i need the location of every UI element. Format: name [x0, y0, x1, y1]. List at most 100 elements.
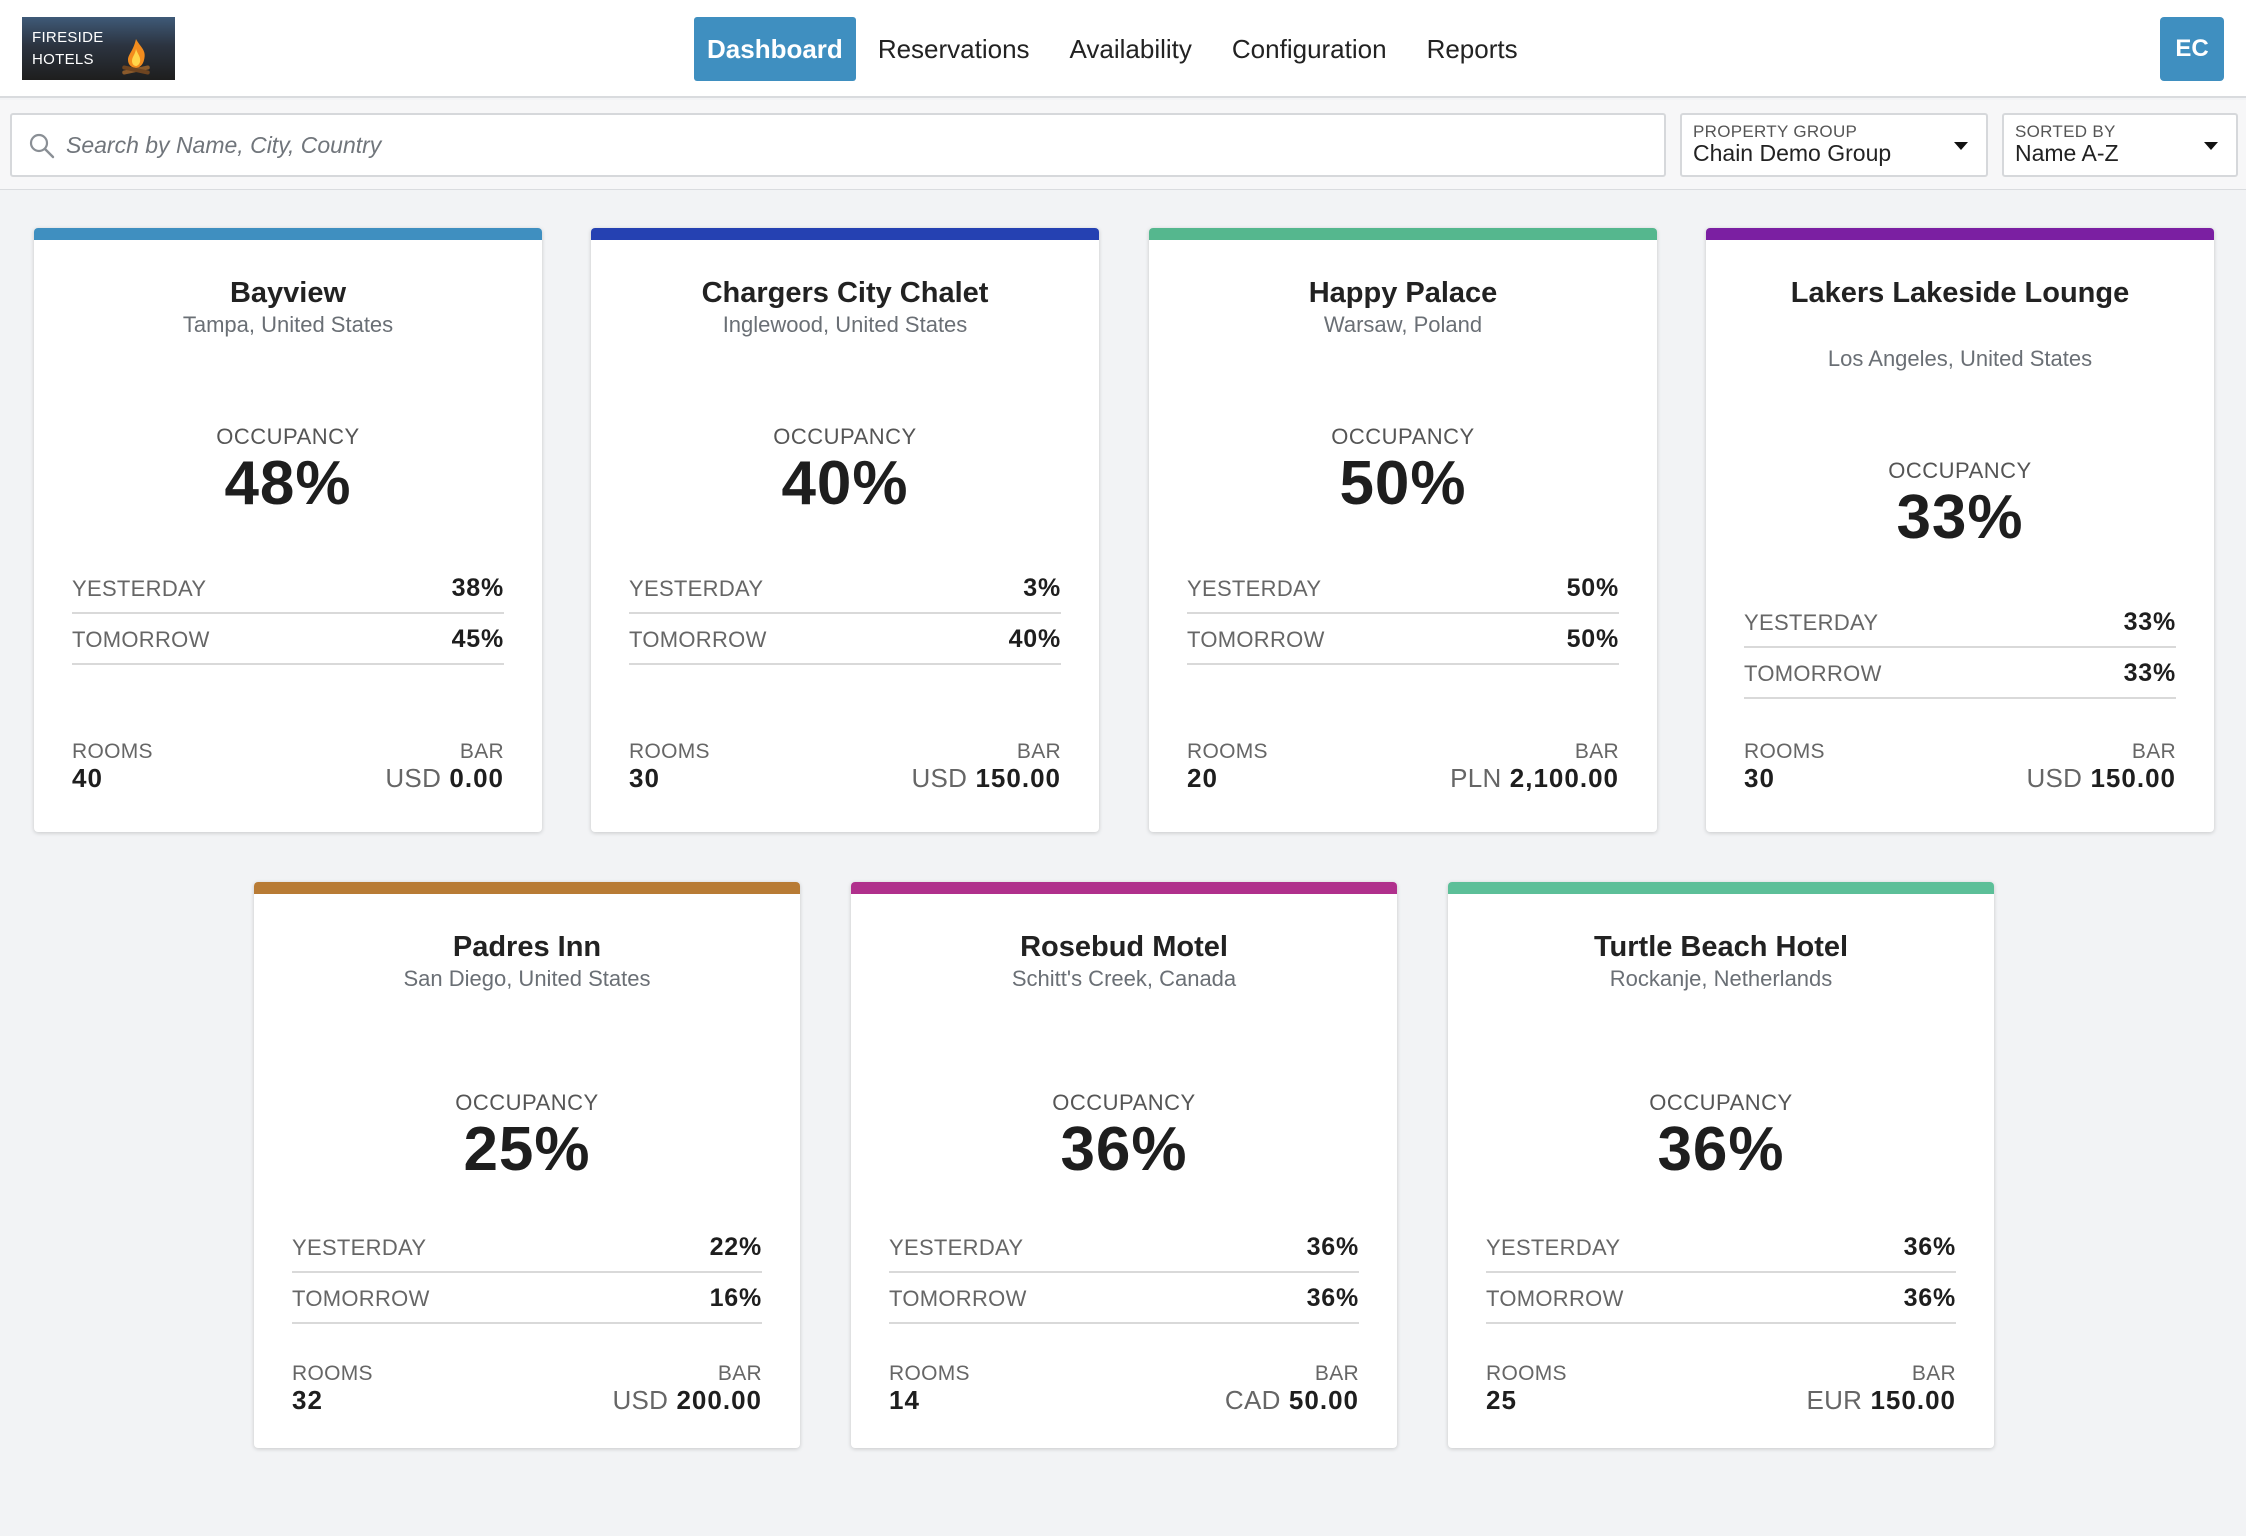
- yesterday-label: YESTERDAY: [629, 576, 764, 601]
- user-avatar[interactable]: EC: [2160, 17, 2224, 81]
- bar-rate-block: BAR PLN 2,100.00: [1450, 740, 1619, 792]
- tomorrow-label: TOMORROW: [1187, 627, 1325, 652]
- rooms-value: 32: [292, 1385, 323, 1415]
- rooms-block: ROOMS 30: [629, 740, 710, 792]
- hotel-name[interactable]: Lakers Lakeside Lounge: [1790, 277, 2130, 309]
- tomorrow-label: TOMORROW: [292, 1286, 430, 1311]
- hotel-card[interactable]: Padres Inn San Diego, United States OCCU…: [254, 882, 800, 1448]
- yesterday-row: YESTERDAY 36%: [889, 1222, 1359, 1273]
- tomorrow-value: 50%: [1566, 625, 1619, 653]
- yesterday-label: YESTERDAY: [1486, 1235, 1621, 1260]
- bar-amount: 2,100.00: [1509, 763, 1619, 793]
- rooms-block: ROOMS 30: [1744, 740, 1825, 792]
- rooms-label: ROOMS: [629, 740, 710, 763]
- tomorrow-row: TOMORROW 45%: [72, 614, 504, 665]
- rooms-block: ROOMS 40: [72, 740, 153, 792]
- hotel-location: Inglewood, United States: [722, 312, 968, 337]
- occupancy-label: OCCUPANCY: [216, 424, 360, 449]
- nav-reservations[interactable]: Reservations: [877, 34, 1030, 64]
- property-group-select[interactable]: PROPERTY GROUP Chain Demo Group: [1680, 113, 1988, 177]
- bar-label: BAR: [1016, 740, 1061, 763]
- rooms-value: 25: [1486, 1385, 1517, 1415]
- bar-amount: 0.00: [449, 763, 504, 793]
- yesterday-value: 22%: [709, 1233, 762, 1261]
- yesterday-value: 36%: [1903, 1233, 1956, 1261]
- yesterday-row: YESTERDAY 22%: [292, 1222, 762, 1273]
- nav-dashboard[interactable]: Dashboard: [694, 17, 856, 81]
- rooms-value: 40: [72, 763, 103, 793]
- rooms-label: ROOMS: [1744, 740, 1825, 763]
- chevron-down-icon: [2204, 142, 2218, 150]
- tomorrow-row: TOMORROW 40%: [629, 614, 1061, 665]
- hotel-name[interactable]: Chargers City Chalet: [701, 277, 989, 309]
- hotel-name[interactable]: Bayview: [229, 277, 347, 309]
- yesterday-label: YESTERDAY: [889, 1235, 1024, 1260]
- occupancy-value: 33%: [1896, 483, 2024, 552]
- tomorrow-row: TOMORROW 36%: [1486, 1273, 1956, 1324]
- yesterday-value: 50%: [1566, 574, 1619, 602]
- tomorrow-label: TOMORROW: [629, 627, 767, 652]
- fireside-hotels-logo[interactable]: FIRESIDE HOTELS: [22, 17, 175, 80]
- hotel-card[interactable]: Bayview Tampa, United States OCCUPANCY 4…: [34, 228, 542, 832]
- bar-rate-block: BAR USD 200.00: [612, 1362, 762, 1414]
- bar-rate-block: BAR USD 0.00: [385, 740, 504, 792]
- nav-availability[interactable]: Availability: [1069, 34, 1192, 64]
- yesterday-row: YESTERDAY 36%: [1486, 1222, 1956, 1273]
- search-box[interactable]: [10, 113, 1666, 177]
- tomorrow-label: TOMORROW: [72, 627, 210, 652]
- yesterday-label: YESTERDAY: [292, 1235, 427, 1260]
- tomorrow-value: 16%: [709, 1284, 762, 1312]
- hotel-card[interactable]: Chargers City Chalet Inglewood, United S…: [591, 228, 1099, 832]
- yesterday-label: YESTERDAY: [1744, 610, 1879, 635]
- bar-label: BAR: [2131, 740, 2176, 763]
- bar-rate-value: USD 150.00: [2026, 764, 2176, 792]
- hotel-card[interactable]: Happy Palace Warsaw, Poland OCCUPANCY 50…: [1149, 228, 1657, 832]
- bar-amount: 50.00: [1288, 1385, 1359, 1415]
- card-color-bar: [591, 228, 1099, 240]
- nav-reports[interactable]: Reports: [1426, 34, 1518, 64]
- card-color-bar: [254, 882, 800, 894]
- hotel-location: Warsaw, Poland: [1323, 312, 1483, 337]
- bar-rate-value: CAD 50.00: [1225, 1386, 1359, 1414]
- tomorrow-value: 45%: [451, 625, 504, 653]
- nav-configuration[interactable]: Configuration: [1231, 34, 1387, 64]
- hotel-name[interactable]: Happy Palace: [1308, 277, 1498, 309]
- rooms-block: ROOMS 14: [889, 1362, 970, 1414]
- hotel-name[interactable]: Rosebud Motel: [1020, 931, 1228, 963]
- search-input[interactable]: [66, 123, 1646, 167]
- bar-rate-block: BAR USD 150.00: [911, 740, 1061, 792]
- bar-amount: 150.00: [975, 763, 1061, 793]
- bar-currency: USD: [385, 763, 442, 793]
- occupancy-value: 36%: [1657, 1115, 1785, 1184]
- occupancy-label: OCCUPANCY: [773, 424, 917, 449]
- occupancy-value: 40%: [781, 449, 909, 518]
- bar-amount: 200.00: [676, 1385, 762, 1415]
- bar-currency: PLN: [1450, 763, 1502, 793]
- top-navbar: FIRESIDE HOTELS Dashboard Reservations A…: [0, 0, 2246, 98]
- hotel-card[interactable]: Rosebud Motel Schitt's Creek, Canada OCC…: [851, 882, 1397, 1448]
- occupancy-label: OCCUPANCY: [455, 1090, 599, 1115]
- main-nav: Dashboard Reservations Availability Conf…: [694, 17, 1536, 81]
- campfire-icon: [122, 39, 150, 75]
- yesterday-value: 36%: [1306, 1233, 1359, 1261]
- tomorrow-row: TOMORROW 36%: [889, 1273, 1359, 1324]
- yesterday-row: YESTERDAY 33%: [1744, 597, 2176, 648]
- bar-rate-value: USD 0.00: [385, 764, 504, 792]
- bar-rate-block: BAR EUR 150.00: [1806, 1362, 1956, 1414]
- occupancy-value: 48%: [224, 449, 352, 518]
- rooms-label: ROOMS: [889, 1362, 970, 1385]
- card-color-bar: [34, 228, 542, 240]
- hotel-location: Rockanje, Netherlands: [1609, 966, 1833, 991]
- occupancy-value: 25%: [463, 1115, 591, 1184]
- bar-rate-block: BAR USD 150.00: [2026, 740, 2176, 792]
- yesterday-value: 38%: [451, 574, 504, 602]
- rooms-block: ROOMS 32: [292, 1362, 373, 1414]
- hotel-name[interactable]: Padres Inn: [452, 931, 602, 963]
- hotel-name[interactable]: Turtle Beach Hotel: [1593, 931, 1849, 963]
- bar-currency: USD: [2026, 763, 2083, 793]
- sort-select[interactable]: SORTED BY Name A-Z: [2002, 113, 2238, 177]
- hotel-card[interactable]: Lakers Lakeside Lounge Los Angeles, Unit…: [1706, 228, 2214, 832]
- occupancy-label: OCCUPANCY: [1052, 1090, 1196, 1115]
- hotel-card[interactable]: Turtle Beach Hotel Rockanje, Netherlands…: [1448, 882, 1994, 1448]
- filter-bar: PROPERTY GROUP Chain Demo Group SORTED B…: [0, 100, 2246, 190]
